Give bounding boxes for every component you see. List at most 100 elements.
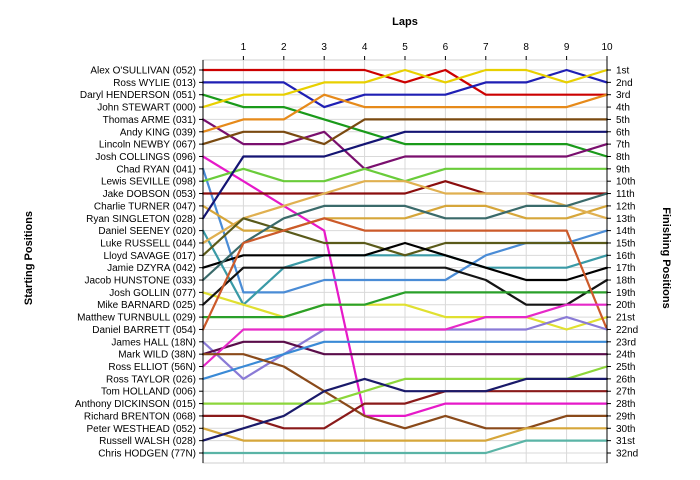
- x-axis-title: Laps: [392, 16, 418, 28]
- x-tick-label: 3: [321, 42, 327, 53]
- starting-position-label: Lloyd SAVAGE (017): [104, 251, 196, 262]
- finishing-position-label: 10th: [616, 177, 635, 188]
- finishing-position-label: 14th: [616, 226, 635, 237]
- finishing-position-label: 25th: [616, 362, 635, 373]
- driver-position-line: [201, 192, 609, 282]
- x-tick-label: 2: [281, 42, 287, 53]
- driver-position-line: [201, 68, 609, 96]
- finishing-position-label: 22nd: [616, 325, 638, 336]
- finishing-position-label: 12th: [616, 201, 635, 212]
- starting-position-label: Andy KING (039): [120, 127, 196, 138]
- x-tick-label: 1: [241, 42, 247, 53]
- starting-position-label: Anthony DICKINSON (015): [75, 399, 196, 410]
- x-tick-label: 5: [402, 42, 408, 53]
- finishing-position-label: 4th: [616, 103, 630, 114]
- starting-position-label: James HALL (18N): [111, 337, 196, 348]
- starting-position-label: John STEWART (000): [97, 103, 196, 114]
- driver-position-line: [201, 93, 609, 158]
- starting-position-label: Peter WESTHEAD (052): [87, 424, 196, 435]
- finishing-position-label: 18th: [616, 276, 635, 287]
- starting-position-label: Russell WALSH (028): [99, 436, 196, 447]
- finishing-position-label: 24th: [616, 350, 635, 361]
- finishing-position-label: 6th: [616, 127, 630, 138]
- finishing-position-label: 2nd: [616, 78, 633, 89]
- finishing-position-label: 23rd: [616, 337, 636, 348]
- finishing-position-label: 20th: [616, 300, 635, 311]
- axis-layer: 1 2 3 4 5 6 7 8 9 10 Alex O'SULLIVAN (052)Ross WYL…: [75, 42, 638, 463]
- finishing-position-label: 15th: [616, 238, 635, 249]
- finishing-position-label: 29th: [616, 411, 635, 422]
- driver-position-line: [201, 93, 609, 133]
- finishing-position-label: 28th: [616, 399, 635, 410]
- driver-position-line: [201, 291, 609, 319]
- driver-position-line: [201, 217, 609, 331]
- finishing-position-label: 17th: [616, 263, 635, 274]
- driver-position-line: [201, 241, 609, 282]
- finishing-position-label: 21st: [616, 313, 635, 324]
- x-tick-label: 9: [564, 42, 570, 53]
- x-tick-label: 6: [443, 42, 449, 53]
- finishing-position-label: 32nd: [616, 449, 638, 460]
- starting-position-label: Lincoln NEWBY (067): [99, 140, 196, 151]
- driver-position-line: [201, 68, 609, 109]
- driver-position-line: [201, 439, 609, 455]
- driver-position-line: [201, 390, 609, 430]
- finishing-position-label: 3rd: [616, 90, 630, 101]
- finishing-position-label: 26th: [616, 374, 635, 385]
- starting-position-label: Thomas ARME (031): [103, 115, 196, 126]
- finishing-position-label: 30th: [616, 424, 635, 435]
- driver-position-line: [201, 118, 609, 146]
- x-tick-label: 4: [362, 42, 368, 53]
- finishing-position-label: 16th: [616, 251, 635, 262]
- starting-position-label: Lewis SEVILLE (098): [101, 177, 196, 188]
- starting-position-label: Mike BARNARD (025): [97, 300, 196, 311]
- finishing-position-label: 11th: [616, 189, 635, 200]
- driver-position-line: [201, 68, 609, 109]
- x-tick-label: 10: [601, 42, 613, 53]
- starting-position-label: Josh GOLLIN (077): [109, 288, 196, 299]
- driver-position-line: [201, 353, 609, 430]
- finishing-position-label: 7th: [616, 140, 630, 151]
- starting-position-label: Chris HODGEN (77N): [98, 449, 196, 460]
- finishing-position-label: 13th: [616, 214, 635, 225]
- driver-position-line: [201, 180, 609, 245]
- y-axis-title-right: Finishing Positions: [660, 207, 672, 308]
- starting-position-label: Richard BRENTON (068): [84, 411, 196, 422]
- starting-position-label: Chad RYAN (041): [116, 164, 196, 175]
- driver-position-line: [201, 303, 609, 368]
- finishing-position-label: 9th: [616, 164, 630, 175]
- starting-position-label: Daryl HENDERSON (051): [80, 90, 196, 101]
- driver-position-line: [201, 340, 609, 356]
- starting-position-label: Ross TAYLOR (026): [106, 374, 196, 385]
- starting-position-label: Mark WILD (38N): [118, 350, 196, 361]
- starting-position-label: Alex O'SULLIVAN (052): [90, 66, 196, 77]
- driver-position-line: [201, 340, 609, 380]
- driver-position-line: [201, 427, 609, 442]
- driver-position-line: [201, 204, 609, 232]
- starting-position-label: Jacob HUNSTONE (033): [84, 276, 196, 287]
- starting-position-label: Josh COLLINGS (096): [95, 152, 196, 163]
- x-tick-label: 7: [483, 42, 489, 53]
- finishing-position-label: 1st: [616, 66, 630, 77]
- driver-position-line: [201, 266, 609, 306]
- starting-position-label: Daniel SEENEY (020): [98, 226, 196, 237]
- driver-position-line: [201, 180, 609, 195]
- driver-position-line: [201, 155, 609, 417]
- starting-position-label: Luke RUSSELL (044): [100, 238, 196, 249]
- starting-position-label: Ryan SINGLETON (028): [86, 214, 196, 225]
- starting-position-label: Jake DOBSON (053): [103, 189, 196, 200]
- driver-position-line: [201, 130, 609, 220]
- starting-position-label: Daniel BARRETT (054): [92, 325, 196, 336]
- y-axis-title-left: Starting Positions: [23, 211, 35, 305]
- x-tick-label: 8: [523, 42, 529, 53]
- finishing-position-label: 19th: [616, 288, 635, 299]
- finishing-position-label: 27th: [616, 387, 635, 398]
- driver-position-line: [201, 118, 609, 170]
- driver-position-line: [201, 377, 609, 442]
- series-layer: [201, 68, 609, 455]
- starting-position-label: Matthew TURNBULL (029): [77, 313, 196, 324]
- starting-position-label: Ross ELLIOT (56N): [108, 362, 196, 373]
- finishing-position-label: 5th: [616, 115, 630, 126]
